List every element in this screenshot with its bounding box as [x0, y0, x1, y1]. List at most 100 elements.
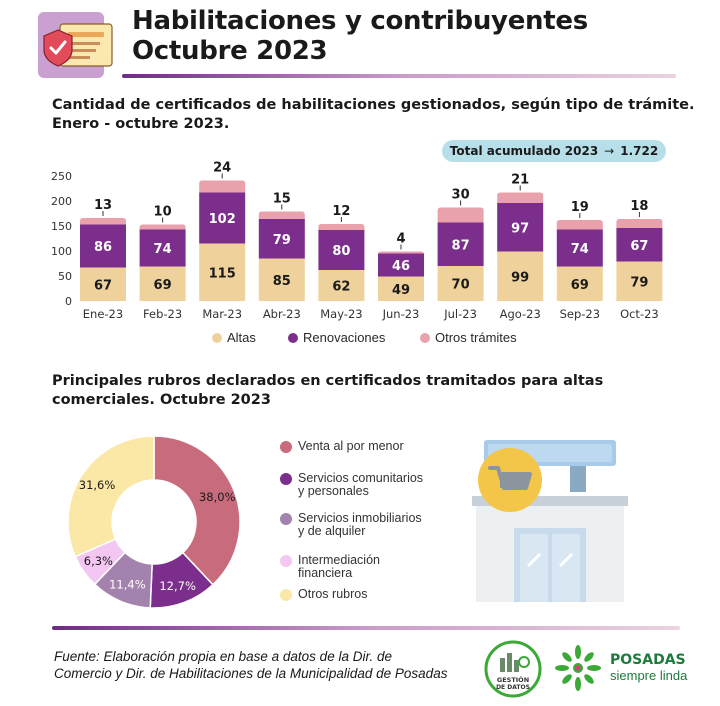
legend-swatch: [280, 513, 292, 525]
bar-segment-renovaciones: [139, 229, 186, 267]
data-label: 70: [452, 278, 470, 293]
bar-segment-otros-trámites: [258, 211, 305, 219]
total-value: 1.722: [620, 144, 659, 158]
bar-segment-renovaciones: [616, 228, 663, 262]
bar-chart-title-line-2: Enero - octubre 2023.: [52, 116, 230, 132]
data-label: 67: [630, 239, 648, 254]
data-label: 79: [630, 275, 648, 290]
bar-segment-otros-trámites: [318, 224, 365, 230]
gestion-logo-line-1: GESTIÓN: [497, 675, 529, 684]
bar-segment-altas: [80, 267, 126, 301]
bar-segment-altas: [318, 270, 365, 301]
data-label: 21: [511, 173, 529, 188]
data-label: 49: [392, 283, 410, 298]
arrow-icon: →: [604, 144, 615, 158]
x-tick-label: May-23: [320, 307, 362, 321]
bar-chart-title: Cantidad de certificados de habilitacion…: [52, 96, 695, 134]
title-line-2: Octubre 2023: [132, 36, 328, 66]
data-label: 87: [452, 238, 470, 253]
total-label: Total acumulado 2023: [449, 144, 599, 158]
bar-segment-otros-trámites: [80, 218, 126, 225]
posadas-logo-name: POSADAS: [610, 652, 686, 668]
bar-segment-otros-trámites: [199, 180, 246, 193]
data-label: 97: [511, 221, 529, 236]
bar-segment-otros-trámites: [139, 224, 186, 230]
posadas-logo-icon: [555, 645, 601, 691]
bar-segment-renovaciones: [199, 192, 246, 244]
data-label: 74: [154, 242, 172, 257]
slice-label: 6,3%: [84, 554, 113, 568]
gestion-de-datos-logo: GESTIÓN DE DATOS: [484, 640, 542, 698]
slice-label: 11,4%: [109, 578, 146, 592]
page-title: Habilitaciones y contribuyentes Octubre …: [132, 6, 588, 66]
data-label: 99: [511, 270, 529, 285]
source-line-1: Fuente: Elaboración propia en base a dat…: [54, 649, 392, 664]
bar-segment-renovaciones: [258, 219, 305, 259]
slice-label: 12,7%: [159, 579, 196, 593]
y-tick-label: 150: [51, 220, 72, 233]
bar-segment-altas: [497, 251, 544, 301]
pie-chart-title-line-2: comerciales. Octubre 2023: [52, 392, 271, 408]
bar-segment-otros-trámites: [497, 192, 544, 203]
data-label: 4: [396, 232, 405, 247]
bar-segment-otros-trámites: [437, 207, 484, 223]
data-label: 69: [154, 278, 172, 293]
slice-label: 31,6%: [79, 478, 116, 492]
x-tick-label: Oct-23: [620, 307, 659, 321]
data-label: 85: [273, 274, 291, 289]
slice-label: 38,0%: [199, 490, 236, 504]
donut-slice: [149, 551, 214, 609]
y-tick-label: 250: [51, 170, 72, 183]
x-tick-label: Mar-23: [202, 307, 242, 321]
legend-label: Otros rubros: [298, 587, 368, 601]
legend-label: Otros trámites: [435, 330, 517, 345]
data-label: 80: [332, 244, 350, 259]
data-label: 46: [392, 259, 410, 274]
posadas-logo-tagline: siempre linda: [610, 668, 688, 683]
bar-segment-altas: [199, 243, 246, 301]
pie-chart-title: Principales rubros declarados en certifi…: [52, 372, 603, 410]
bar-segment-altas: [437, 266, 484, 301]
bar-segment-renovaciones: [497, 203, 544, 252]
bar-segment-otros-trámites: [556, 220, 603, 230]
data-label: 13: [94, 198, 112, 213]
data-label: 115: [209, 266, 236, 281]
y-tick-label: 100: [51, 245, 72, 258]
x-tick-label: Sep-23: [560, 307, 600, 321]
bar-segment-otros-trámites: [378, 251, 424, 255]
data-label: 102: [209, 212, 236, 227]
bar-segment-renovaciones: [437, 222, 484, 266]
x-tick-label: Feb-23: [143, 307, 182, 321]
legend-label: Altas: [227, 330, 256, 345]
data-label: 24: [213, 161, 231, 176]
data-label: 62: [332, 280, 350, 295]
bar-segment-renovaciones: [318, 230, 365, 270]
legend-swatch: [212, 333, 222, 343]
bar-segment-renovaciones: [556, 229, 603, 267]
donut-slice: [67, 435, 155, 558]
header-divider: [122, 74, 676, 78]
bar-chart-title-line-1: Cantidad de certificados de habilitacion…: [52, 97, 695, 113]
total-badge: Total acumulado 2023 → 1.722: [442, 140, 666, 162]
legend-label: Servicios inmobiliarios y de alquiler: [298, 511, 422, 538]
legend-swatch: [280, 589, 292, 601]
gestion-logo-line-2: DE DATOS: [496, 684, 530, 691]
title-line-1: Habilitaciones y contribuyentes: [132, 6, 588, 36]
data-label: 15: [273, 192, 291, 207]
legend-label: Renovaciones: [303, 330, 386, 345]
pie-chart-title-line-1: Principales rubros declarados en certifi…: [52, 373, 604, 389]
data-label: 18: [630, 199, 648, 214]
x-tick-label: Ago-23: [500, 307, 541, 321]
bar-segment-otros-trámites: [616, 219, 663, 228]
data-label: 74: [571, 242, 589, 257]
data-label: 86: [94, 240, 112, 255]
data-label: 69: [571, 278, 589, 293]
bar-segment-renovaciones: [80, 224, 126, 268]
y-tick-label: 200: [51, 195, 72, 208]
source-note: Fuente: Elaboración propia en base a dat…: [54, 648, 447, 682]
data-label: 30: [452, 188, 470, 203]
data-label: 79: [273, 233, 291, 248]
x-tick-label: Jul-23: [443, 307, 477, 321]
certificate-shield-icon: [38, 12, 113, 78]
y-tick-label: 0: [65, 295, 72, 308]
